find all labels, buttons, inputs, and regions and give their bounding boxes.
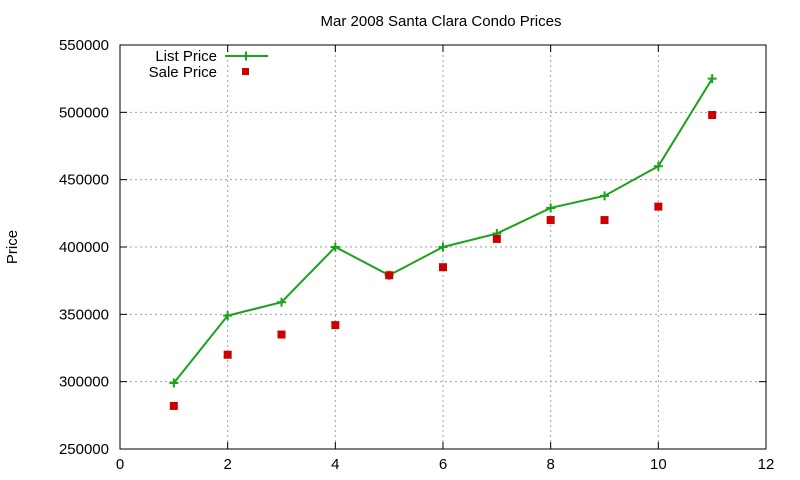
- legend: List Price Sale Price: [149, 48, 268, 81]
- x-tick-label: 10: [650, 456, 667, 473]
- axis-ticks: 0 2 4 6 8 10 12 250000 300000 350000 400000 450000 5…: [59, 37, 774, 473]
- y-tick-label: 300000: [59, 374, 109, 391]
- legend-marker-sale-price: [242, 68, 249, 75]
- list-price-point: [653, 161, 663, 171]
- y-tick-label: 550000: [59, 37, 109, 54]
- sale-price-point: [331, 321, 340, 330]
- sale-price-point: [654, 202, 663, 211]
- list-price-point: [438, 242, 448, 252]
- list-price-point: [277, 297, 286, 307]
- y-tick-label: 500000: [59, 104, 109, 121]
- list-price-point: [330, 242, 340, 252]
- y-axis-label: Price: [4, 230, 21, 264]
- chart-title: Mar 2008 Santa Clara Condo Prices: [321, 13, 562, 30]
- x-tick-label: 8: [546, 456, 554, 473]
- sale-price-point: [169, 401, 178, 410]
- list-price-point: [546, 203, 556, 213]
- legend-marker-list-price: [241, 51, 251, 61]
- y-tick-label: 350000: [59, 306, 109, 323]
- sale-price-point: [439, 263, 447, 272]
- sale-price-point: [708, 111, 717, 120]
- sale-price-point: [223, 350, 232, 359]
- x-tick-label: 4: [331, 456, 339, 473]
- list-price-point: [707, 74, 717, 84]
- sale-price-point: [385, 271, 394, 280]
- series-layer: [169, 74, 717, 410]
- y-tick-label: 250000: [59, 441, 109, 458]
- legend-label-list-price: List Price: [155, 48, 217, 65]
- x-tick-label: 0: [116, 456, 124, 473]
- x-tick-label: 12: [758, 456, 775, 473]
- y-tick-label: 450000: [59, 172, 109, 189]
- list-price-point: [223, 311, 233, 321]
- x-tick-label: 6: [439, 456, 447, 473]
- legend-label-sale-price: Sale Price: [149, 64, 217, 81]
- sale-price-point: [277, 330, 286, 339]
- sale-price-point: [600, 216, 609, 225]
- x-tick-label: 2: [223, 456, 231, 473]
- list-price-point: [600, 191, 609, 201]
- sale-price-point: [546, 216, 555, 225]
- list-price-point: [169, 378, 179, 388]
- sale-price-point: [492, 234, 501, 243]
- y-tick-label: 400000: [59, 239, 109, 256]
